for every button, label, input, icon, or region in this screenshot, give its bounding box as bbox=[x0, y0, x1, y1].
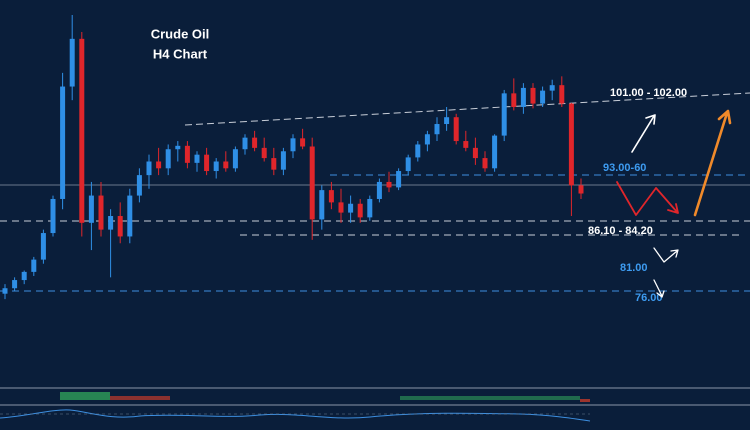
candle-body bbox=[415, 144, 421, 158]
candle-body bbox=[434, 124, 440, 135]
candle-body bbox=[280, 151, 286, 170]
candle-body bbox=[2, 288, 8, 294]
candle-body bbox=[175, 145, 181, 150]
arrow bbox=[653, 247, 679, 263]
candle-body bbox=[88, 195, 94, 223]
candle-body bbox=[396, 171, 402, 188]
histogram bbox=[400, 396, 580, 400]
candle-body bbox=[156, 161, 162, 169]
candle-body bbox=[271, 158, 277, 170]
candle-body bbox=[328, 190, 334, 203]
candle-body bbox=[453, 117, 459, 142]
candle-body bbox=[472, 147, 478, 159]
level-label: 93.00-60 bbox=[603, 162, 646, 174]
candle-body bbox=[492, 135, 498, 169]
candle-body bbox=[559, 85, 565, 104]
candle-body bbox=[520, 87, 526, 107]
arrow bbox=[631, 114, 656, 153]
candle-body bbox=[549, 85, 555, 91]
candle-body bbox=[540, 90, 546, 104]
candle-body bbox=[300, 138, 306, 147]
candle-body bbox=[184, 145, 190, 163]
arrow bbox=[693, 109, 732, 217]
candle-body bbox=[348, 203, 354, 213]
candle-body bbox=[578, 185, 584, 194]
candle-body bbox=[40, 233, 46, 260]
candle-body bbox=[568, 103, 574, 186]
candle-body bbox=[31, 259, 37, 272]
candle-body bbox=[79, 38, 85, 223]
candle-body bbox=[309, 146, 315, 220]
candle-body bbox=[194, 154, 200, 163]
candle-body bbox=[482, 158, 488, 169]
candle-body bbox=[108, 216, 114, 230]
trend-line bbox=[184, 92, 750, 126]
candle-body bbox=[367, 198, 373, 218]
level-label: 101.00 - 102.00 bbox=[610, 87, 687, 99]
candle-body bbox=[98, 195, 104, 230]
candle-body bbox=[60, 86, 66, 199]
candle-body bbox=[261, 147, 267, 159]
candle-body bbox=[12, 280, 18, 289]
level-label: 76.00 bbox=[635, 292, 663, 304]
level-label: 86.10 - 84.20 bbox=[588, 225, 653, 237]
candle-body bbox=[21, 271, 27, 281]
chart-subtitle: H4 Chart bbox=[153, 46, 208, 61]
candle-body bbox=[444, 117, 450, 125]
candle-body bbox=[127, 195, 133, 237]
candle-body bbox=[530, 87, 536, 104]
histogram bbox=[110, 396, 170, 400]
candle-body bbox=[146, 161, 152, 176]
candle-body bbox=[165, 149, 171, 169]
candle-body bbox=[424, 134, 430, 145]
candle-body bbox=[319, 190, 325, 220]
candles bbox=[2, 14, 584, 300]
candle-body bbox=[50, 198, 56, 234]
candle-body bbox=[204, 154, 210, 172]
candle-body bbox=[242, 137, 248, 150]
candle-body bbox=[223, 161, 229, 169]
candle-body bbox=[376, 181, 382, 199]
indicator-histogram bbox=[60, 392, 590, 402]
candle-body bbox=[290, 138, 296, 152]
candle-body bbox=[232, 149, 238, 169]
chart-title: Crude Oil bbox=[151, 26, 210, 41]
candle-body bbox=[69, 38, 75, 87]
candle-body bbox=[357, 203, 363, 218]
arrow bbox=[653, 279, 665, 298]
arrow bbox=[616, 181, 679, 216]
candle-body bbox=[511, 93, 517, 107]
candle-body bbox=[136, 175, 142, 196]
candle-body bbox=[463, 141, 469, 148]
histogram bbox=[580, 399, 590, 402]
candle-body bbox=[117, 216, 123, 237]
candle-body bbox=[213, 161, 219, 172]
candle-body bbox=[338, 202, 344, 213]
candle-body bbox=[405, 157, 411, 172]
histogram bbox=[60, 392, 110, 400]
candle-body bbox=[252, 137, 258, 148]
candle-body bbox=[501, 93, 507, 136]
arrows bbox=[616, 109, 732, 298]
level-label: 81.00 bbox=[620, 262, 648, 274]
candle-body bbox=[386, 181, 392, 188]
